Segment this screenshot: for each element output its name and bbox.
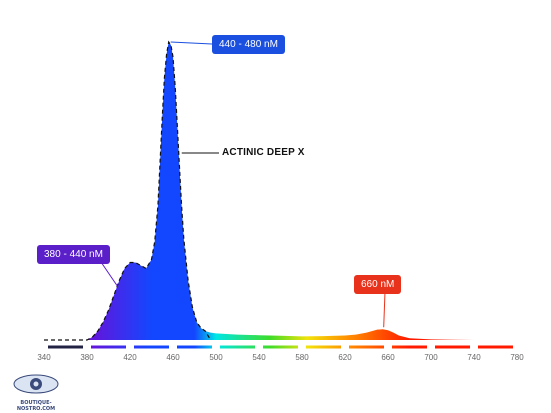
axis-color-segment — [263, 345, 298, 349]
annotation-380-440: 380 - 440 nM — [37, 245, 110, 264]
x-tick-label: 700 — [424, 353, 438, 362]
axis-color-segment — [306, 345, 341, 349]
x-tick-label: 780 — [510, 353, 524, 362]
x-tick-label: 380 — [80, 353, 94, 362]
axis-color-segment — [134, 345, 169, 349]
x-tick-label: 500 — [209, 353, 223, 362]
x-tick-label: 420 — [123, 353, 137, 362]
x-tick-label: 740 — [467, 353, 481, 362]
spectrum-area — [87, 42, 517, 340]
actinic-outline — [44, 40, 212, 341]
axis-color-segment — [48, 345, 83, 349]
x-tick-label: 620 — [338, 353, 352, 362]
x-axis: 340 380 420 460 500 540 580 620 660 700 740 780 — [37, 345, 524, 362]
axis-color-segment — [392, 345, 427, 349]
brand-text: BOUTIQUE-NOSTRO.COM — [16, 400, 56, 412]
eye-logo-icon — [13, 374, 59, 394]
annotation-440-480: 440 - 480 nM — [212, 35, 285, 54]
axis-color-segment — [478, 345, 513, 349]
series-label: ACTINIC DEEP X — [222, 147, 305, 158]
annotation-leaders — [100, 41, 386, 328]
leader-660 — [383, 291, 386, 328]
leader-380-440 — [100, 261, 119, 288]
x-tick-label: 340 — [37, 353, 51, 362]
axis-color-segment — [349, 345, 384, 349]
leader-440-480 — [170, 41, 213, 45]
x-tick-label: 580 — [295, 353, 309, 362]
axis-color-segment — [435, 345, 470, 349]
x-tick-label: 540 — [252, 353, 266, 362]
axis-color-segment — [177, 345, 212, 349]
axis-color-segment — [220, 345, 255, 349]
area-layer — [44, 40, 517, 341]
brand-logo: BOUTIQUE-NOSTRO.COM — [4, 368, 68, 412]
axis-color-segment — [91, 345, 126, 349]
x-tick-label: 660 — [381, 353, 395, 362]
x-tick-label: 460 — [166, 353, 180, 362]
annotation-660: 660 nM — [354, 275, 402, 294]
